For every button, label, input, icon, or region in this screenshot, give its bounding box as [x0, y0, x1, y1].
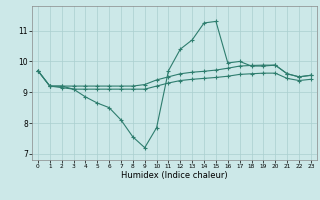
X-axis label: Humidex (Indice chaleur): Humidex (Indice chaleur)	[121, 171, 228, 180]
